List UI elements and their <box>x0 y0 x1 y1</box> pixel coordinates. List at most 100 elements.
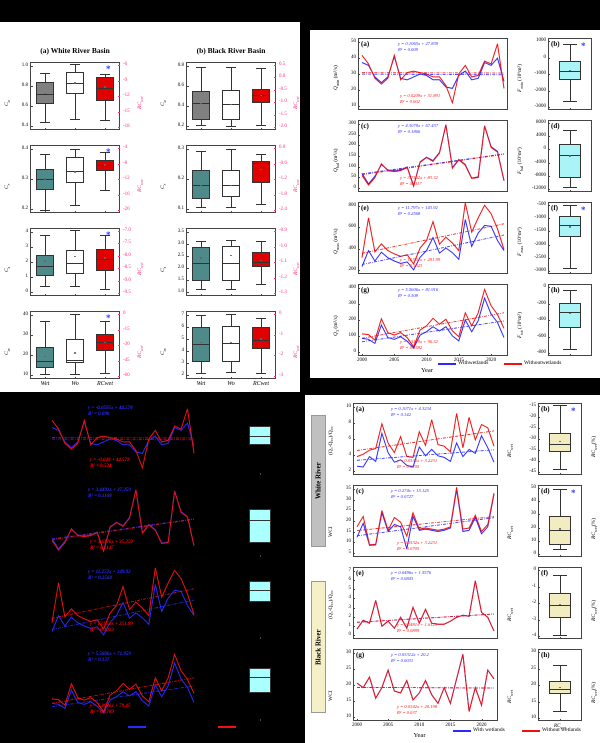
whisker-cap-lower <box>40 122 50 124</box>
boxplot-box <box>96 77 114 101</box>
ytick: 10 <box>346 404 351 409</box>
whisker-cap-lower <box>40 286 50 288</box>
whisker-upper <box>230 148 232 170</box>
ytick-mark <box>353 580 355 582</box>
xtick-mark <box>394 353 396 356</box>
ytick-mark <box>538 406 540 407</box>
boxplot-median <box>66 262 84 264</box>
boxplot-mean <box>74 352 76 354</box>
ytick: 0.8 <box>21 83 28 88</box>
ytick-mark <box>353 455 355 456</box>
ytick-mark <box>186 209 189 210</box>
ytick: 3 <box>25 244 29 249</box>
whisker-cap-lower <box>70 119 80 121</box>
xtick-mark <box>201 210 202 213</box>
boxplot-y-label-3: RCwet <box>507 690 515 703</box>
rc-axis-label: RCwet <box>293 345 300 358</box>
ytick-mark <box>548 41 550 42</box>
rc-ytick-mark <box>273 376 276 377</box>
ytick-mark <box>358 177 360 179</box>
ytick-mark <box>548 287 550 288</box>
ytick-mark <box>548 136 550 138</box>
whisker-cap-lower <box>553 635 567 637</box>
boxplot-box-1 <box>558 144 582 178</box>
rc-ytick-mark <box>273 89 276 91</box>
ytick-mark <box>538 718 540 719</box>
significance-star: * <box>106 313 111 323</box>
whisker-upper <box>569 129 571 145</box>
ytick-mark <box>186 280 189 281</box>
ytick: -2000 <box>534 87 546 93</box>
xtick-mark <box>201 127 202 130</box>
category-label: Wet <box>196 381 206 387</box>
boxplot-box <box>192 247 210 282</box>
whisker-upper <box>569 205 571 216</box>
ytick: 2 <box>181 372 185 377</box>
whisker-cap-lower <box>100 189 110 191</box>
ytick: 1.5 <box>177 277 184 282</box>
xtick: 2015 <box>445 723 456 728</box>
ytick-mark <box>353 489 355 490</box>
rc-ytick: -8.0 <box>123 252 131 258</box>
whisker-upper <box>559 489 561 517</box>
panel-regression-basins: (a) 10 8 6 4 2 (Q₃-Q₉₀)/Q₉₀ y = 0.1071x + 4.323… <box>305 395 600 743</box>
rc-ytick: -7.0 <box>123 228 131 233</box>
whisker-cap-upper <box>196 150 206 152</box>
y-axis-label-3: WCI <box>328 690 334 701</box>
panel-letter-(d): (d) <box>551 122 560 130</box>
ytick-mark <box>538 417 540 418</box>
category-label: RCwet <box>97 381 113 387</box>
ytick-mark <box>353 571 355 572</box>
boxplot-median <box>66 359 84 361</box>
ytick-mark <box>358 124 360 125</box>
whisker-lower <box>260 103 262 125</box>
ytick: -2000 <box>534 241 546 247</box>
ytick: 0.4 <box>21 146 28 151</box>
panel-letter-(a): (a) <box>361 40 370 48</box>
rc-ytick: -1.0 <box>279 99 287 105</box>
rc-ytick-mark <box>117 210 120 211</box>
ytick-mark <box>538 652 540 653</box>
y-axis-label-2: Qmax (m³/s) <box>333 228 341 254</box>
ytick-mark <box>353 423 355 424</box>
xtick-mark <box>260 554 261 557</box>
ytick: -2 <box>531 600 536 605</box>
ytick-mark <box>186 351 189 352</box>
xtick-mark <box>570 353 571 356</box>
boxplot-axes-2 <box>238 567 282 639</box>
xtick-mark <box>481 718 483 721</box>
rc-ytick-mark <box>273 114 276 116</box>
ytick: -15 <box>529 403 536 408</box>
ytick: 10 <box>351 103 356 108</box>
boxplot-mean <box>260 259 262 262</box>
ytick-mark <box>358 288 360 289</box>
ytick: 200 <box>348 142 357 148</box>
significance-star: * <box>106 231 111 240</box>
boxplot-box <box>192 170 210 199</box>
panel-hydrograph-white-river: (a) 50 40 30 20 10 Qmin (m³/s) y = 0.1065x + 27… <box>310 30 600 378</box>
ytick-mark <box>186 339 189 340</box>
whisker-cap-upper <box>256 153 266 155</box>
rc-ytick-mark <box>273 179 276 180</box>
whisker-lower <box>559 693 561 712</box>
ytick-mark <box>186 179 189 180</box>
rc-ytick: -1.2 <box>279 176 287 181</box>
ytick: 5 <box>348 586 352 592</box>
ytick: 300 <box>348 301 357 306</box>
boxplot-median-2 <box>558 224 582 226</box>
boxplot-box <box>252 326 270 349</box>
equation-red-1: y = 3.6376x + 35.359 R² = 0.1147 <box>90 540 133 552</box>
equation-blue-2: y = 11.797x + 143.92 R² = 0.2568 <box>398 205 438 216</box>
xtick-mark <box>388 718 390 721</box>
whisker-cap-upper <box>40 235 50 237</box>
whisker-lower <box>559 545 561 549</box>
ytick-mark <box>548 336 550 338</box>
ytick: 0.2 <box>177 176 184 181</box>
whisker-lower <box>569 237 571 268</box>
boxplot-box-2 <box>548 592 572 618</box>
boxplot-y-label-1: Fbal (10⁶m³) <box>517 147 525 174</box>
side-tag-1: Black River <box>311 581 326 713</box>
ytick-mark <box>186 86 189 87</box>
timeseries-axes-1 <box>48 485 198 557</box>
ytick-mark <box>30 149 33 150</box>
